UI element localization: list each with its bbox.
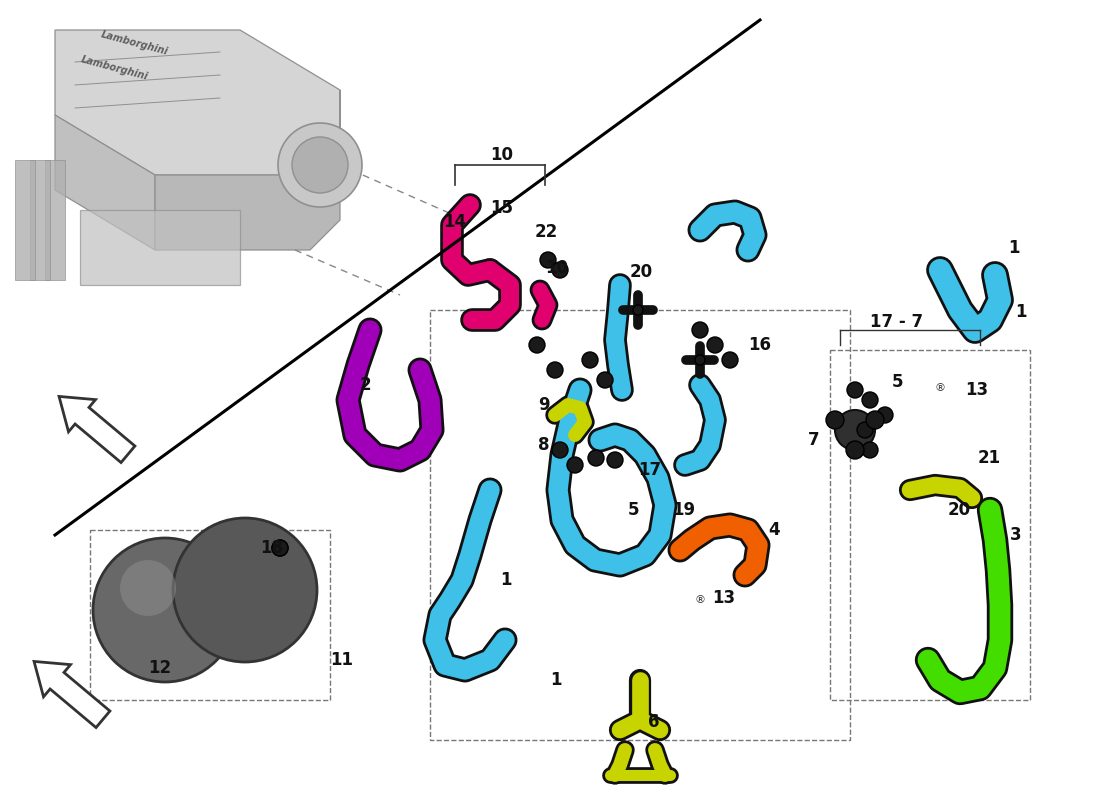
Text: 12: 12 <box>148 659 172 677</box>
Polygon shape <box>55 115 155 250</box>
Bar <box>830 350 1030 700</box>
Circle shape <box>695 355 705 365</box>
Text: 3: 3 <box>1010 526 1022 544</box>
Text: 1: 1 <box>1015 303 1026 321</box>
Circle shape <box>835 410 874 450</box>
Circle shape <box>272 540 288 556</box>
Circle shape <box>588 450 604 466</box>
Circle shape <box>707 337 723 353</box>
Circle shape <box>529 337 544 353</box>
Text: 9: 9 <box>538 396 550 414</box>
Circle shape <box>847 382 864 398</box>
Text: 20: 20 <box>630 263 653 281</box>
Polygon shape <box>45 160 65 280</box>
Circle shape <box>857 422 873 438</box>
Circle shape <box>862 392 878 408</box>
Circle shape <box>632 305 644 315</box>
Circle shape <box>566 457 583 473</box>
Text: 13: 13 <box>712 589 735 607</box>
Circle shape <box>173 518 317 662</box>
Text: 1: 1 <box>1008 239 1020 257</box>
Text: 7: 7 <box>808 431 820 449</box>
Circle shape <box>877 407 893 423</box>
Text: 11: 11 <box>330 651 353 669</box>
Circle shape <box>540 252 556 268</box>
Polygon shape <box>80 210 240 285</box>
Circle shape <box>272 540 288 556</box>
Text: 5: 5 <box>892 373 903 391</box>
Text: 22: 22 <box>535 223 558 241</box>
Circle shape <box>292 137 348 193</box>
Circle shape <box>552 442 568 458</box>
Text: 6: 6 <box>648 713 660 731</box>
Circle shape <box>94 538 236 682</box>
Circle shape <box>692 322 708 338</box>
Text: 10: 10 <box>544 259 568 277</box>
Circle shape <box>722 352 738 368</box>
Circle shape <box>582 352 598 368</box>
Circle shape <box>826 411 844 429</box>
Text: 19: 19 <box>672 501 695 519</box>
Polygon shape <box>59 397 135 462</box>
Polygon shape <box>55 30 340 175</box>
Text: 20: 20 <box>948 501 971 519</box>
Text: 17: 17 <box>638 461 661 479</box>
Bar <box>430 310 850 740</box>
Circle shape <box>552 262 568 278</box>
Text: 21: 21 <box>978 449 1001 467</box>
Text: 15: 15 <box>490 199 513 217</box>
Text: 8: 8 <box>538 436 550 454</box>
Text: 1: 1 <box>500 571 512 589</box>
Text: 5: 5 <box>628 501 639 519</box>
Text: 18: 18 <box>260 539 283 557</box>
Bar <box>90 530 330 700</box>
Text: Lamborghini: Lamborghini <box>80 54 150 82</box>
Text: 2: 2 <box>360 376 372 394</box>
Text: 4: 4 <box>768 521 780 539</box>
Text: Lamborghini: Lamborghini <box>100 30 169 57</box>
Circle shape <box>547 362 563 378</box>
Polygon shape <box>15 160 35 280</box>
Text: 16: 16 <box>748 336 771 354</box>
Text: 1: 1 <box>550 671 561 689</box>
Text: ®: ® <box>935 383 946 393</box>
Text: 13: 13 <box>965 381 988 399</box>
Circle shape <box>866 411 884 429</box>
Text: 17 - 7: 17 - 7 <box>870 313 923 331</box>
Text: ®: ® <box>694 595 705 605</box>
Polygon shape <box>155 90 340 250</box>
Text: 14: 14 <box>443 213 466 231</box>
Circle shape <box>597 372 613 388</box>
Text: 10: 10 <box>490 146 513 164</box>
Polygon shape <box>30 160 50 280</box>
Circle shape <box>862 442 878 458</box>
Circle shape <box>607 452 623 468</box>
Polygon shape <box>34 662 110 727</box>
Circle shape <box>278 123 362 207</box>
Circle shape <box>846 441 864 459</box>
Circle shape <box>120 560 176 616</box>
